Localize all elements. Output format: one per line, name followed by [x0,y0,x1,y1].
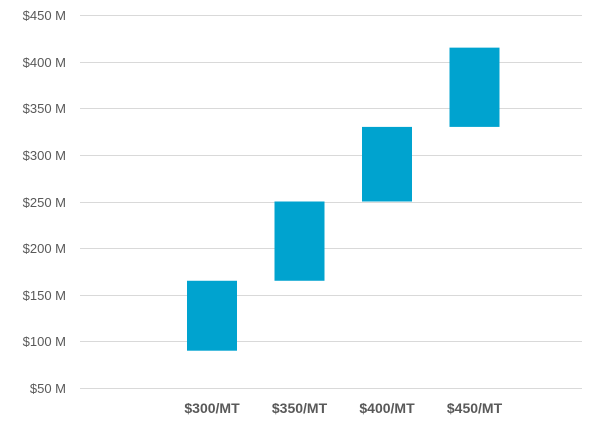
gridlines [80,15,582,389]
bars [187,47,500,351]
y-tick-label: $350 M [23,101,66,116]
y-tick-label: $250 M [23,195,66,210]
x-tick-label: $350/MT [272,400,328,416]
x-tick-label: $300/MT [184,400,240,416]
y-tick-label: $150 M [23,288,66,303]
x-axis-tick-labels: $300/MT $350/MT $400/MT $450/MT [184,400,502,416]
y-tick-label: $300 M [23,148,66,163]
y-tick-label: $100 M [23,334,66,349]
bar [187,280,237,351]
y-tick-label: $50 M [30,381,66,396]
y-tick-label: $450 M [23,8,66,23]
x-tick-label: $450/MT [447,400,503,416]
bar [362,126,412,202]
y-axis-tick-labels: $50 M $100 M $150 M $200 M $250 M $300 M $350 … [23,8,66,396]
y-tick-label: $400 M [23,55,66,70]
bar [449,47,500,127]
bar [274,201,325,281]
y-tick-label: $200 M [23,241,66,256]
x-tick-label: $400/MT [359,400,415,416]
